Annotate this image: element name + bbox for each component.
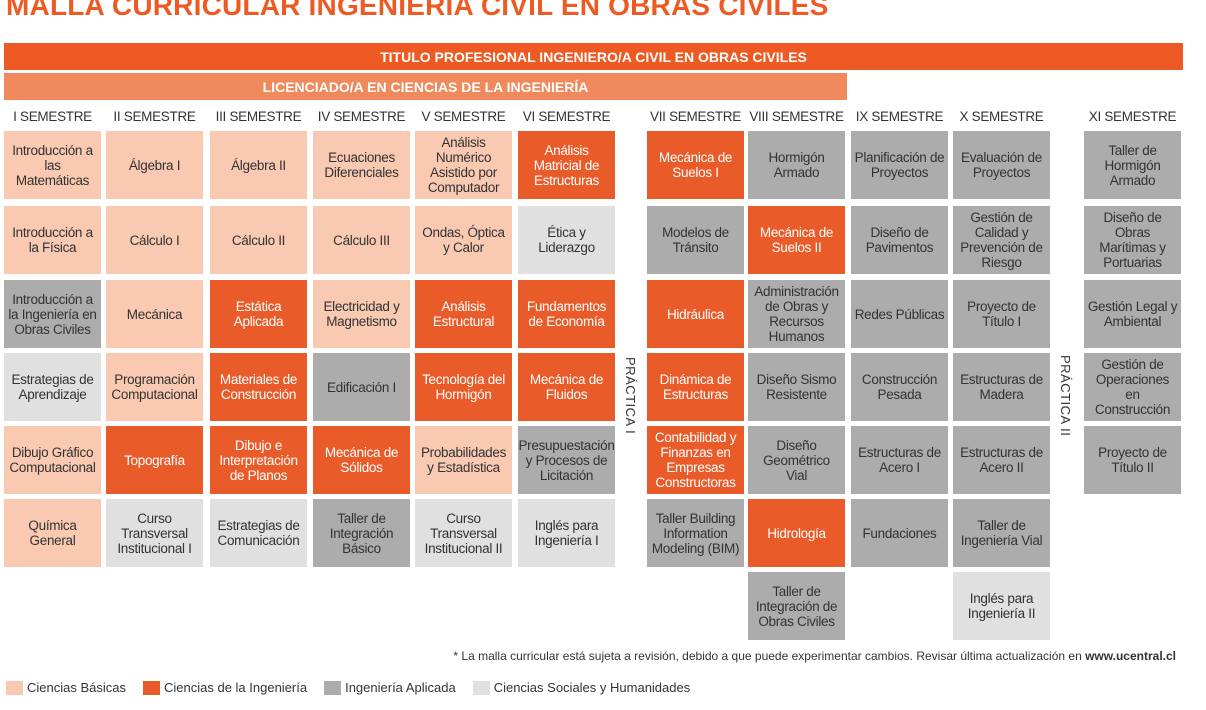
course-cell: Programación Computacional bbox=[106, 353, 203, 421]
licenciado-banner: LICENCIADO/A EN CIENCIAS DE LA INGENIERÍ… bbox=[4, 73, 847, 100]
course-cell: Fundaciones bbox=[851, 499, 948, 567]
course-cell: Estática Aplicada bbox=[210, 280, 307, 348]
course-cell: Fundamentos de Economía bbox=[518, 280, 615, 348]
course-cell: Gestión de Calidad y Prevención de Riesg… bbox=[953, 206, 1050, 274]
semester-header: V SEMESTRE bbox=[421, 108, 506, 124]
course-cell: Diseño Geométrico Vial bbox=[748, 426, 845, 494]
legend-swatch bbox=[143, 680, 160, 695]
course-cell: Estrategias de Aprendizaje bbox=[4, 353, 101, 421]
course-cell: Estructuras de Acero II bbox=[953, 426, 1050, 494]
course-cell: Cálculo I bbox=[106, 206, 203, 274]
course-cell: Dinámica de Estructuras bbox=[647, 353, 744, 421]
course-cell: Administración de Obras y Recursos Human… bbox=[748, 280, 845, 348]
course-cell: Introducción a la Ingeniería en Obras Ci… bbox=[4, 280, 101, 348]
legend-item-ingenieria-aplicada: Ingeniería Aplicada bbox=[324, 680, 456, 695]
legend-label: Ciencias de la Ingeniería bbox=[164, 680, 308, 695]
course-cell: Estructuras de Acero I bbox=[851, 426, 948, 494]
practica-2-label: PRÁCTICA II bbox=[1058, 355, 1073, 437]
course-cell: Cálculo II bbox=[210, 206, 307, 274]
course-cell: Probabilidades y Estadística bbox=[415, 426, 512, 494]
course-cell: Análisis Numérico Asistido por Computado… bbox=[415, 131, 512, 199]
page-title: MALLA CURRICULAR INGENIERÍA CIVIL EN OBR… bbox=[6, 0, 829, 21]
titulo-profesional-banner: TITULO PROFESIONAL INGENIERO/A CIVIL EN … bbox=[4, 43, 1183, 70]
legend-label: Ciencias Básicas bbox=[27, 680, 126, 695]
semester-header: I SEMESTRE bbox=[13, 108, 92, 124]
course-cell: Hidráulica bbox=[647, 280, 744, 348]
course-cell: Diseño de Obras Marítimas y Portuarias bbox=[1084, 206, 1181, 274]
semester-header: III SEMESTRE bbox=[215, 108, 302, 124]
course-cell: Álgebra I bbox=[106, 131, 203, 199]
course-cell: Estructuras de Madera bbox=[953, 353, 1050, 421]
course-cell: Introducción a la Física bbox=[4, 206, 101, 274]
course-cell: Modelos de Tránsito bbox=[647, 206, 744, 274]
course-cell: Cálculo III bbox=[313, 206, 410, 274]
course-cell: Mecánica de Sólidos bbox=[313, 426, 410, 494]
course-cell: Evaluación de Proyectos bbox=[953, 131, 1050, 199]
semester-header: XI SEMESTRE bbox=[1088, 108, 1177, 124]
course-cell: Contabilidad y Finanzas en Empresas Cons… bbox=[647, 426, 744, 494]
course-cell: Gestión de Operaciones en Construcción bbox=[1084, 353, 1181, 421]
course-cell: Estrategias de Comunicación bbox=[210, 499, 307, 567]
course-cell: Química General bbox=[4, 499, 101, 567]
semester-header: II SEMESTRE bbox=[113, 108, 196, 124]
legend-item-ciencias-sociales: Ciencias Sociales y Humanidades bbox=[472, 680, 691, 695]
course-cell: Construcción Pesada bbox=[851, 353, 948, 421]
course-cell: Inglés para Ingeniería I bbox=[518, 499, 615, 567]
legend-swatch bbox=[472, 680, 490, 695]
course-cell: Taller de Ingeniería Vial bbox=[953, 499, 1050, 567]
legend-swatch bbox=[6, 680, 23, 695]
course-cell: Mecánica de Fluidos bbox=[518, 353, 615, 421]
course-cell: Gestión Legal y Ambiental bbox=[1084, 280, 1181, 348]
legend-item-ciencias-basicas: Ciencias Básicas bbox=[6, 680, 126, 695]
course-cell: Álgebra II bbox=[210, 131, 307, 199]
course-cell: Taller de Integración Básico bbox=[313, 499, 410, 567]
course-cell: Electricidad y Magnetismo bbox=[313, 280, 410, 348]
course-cell: Topografía bbox=[106, 426, 203, 494]
semester-header: X SEMESTRE bbox=[959, 108, 1044, 124]
legend-swatch bbox=[324, 680, 342, 695]
course-cell: Análisis Estructural bbox=[415, 280, 512, 348]
semester-header: VIII SEMESTRE bbox=[749, 108, 844, 124]
course-cell: Hormigón Armado bbox=[748, 131, 845, 199]
course-cell: Análisis Matricial de Estructuras bbox=[518, 131, 615, 199]
legend-item-ciencias-ingenieria: Ciencias de la Ingeniería bbox=[143, 680, 307, 695]
course-cell: Redes Públicas bbox=[851, 280, 948, 348]
legend: Ciencias Básicas Ciencias de la Ingenier… bbox=[6, 680, 707, 695]
course-cell: Ondas, Óptica y Calor bbox=[415, 206, 512, 274]
course-cell: Planificación de Proyectos bbox=[851, 131, 948, 199]
semester-header: VI SEMESTRE bbox=[522, 108, 611, 124]
course-cell: Mecánica de Suelos I bbox=[647, 131, 744, 199]
course-cell: Materiales de Construcción bbox=[210, 353, 307, 421]
footnote-text: * La malla curricular está sujeta a revi… bbox=[453, 649, 1086, 663]
semester-header: VII SEMESTRE bbox=[650, 108, 741, 124]
course-cell: Mecánica bbox=[106, 280, 203, 348]
course-cell: Taller de Hormigón Armado bbox=[1084, 131, 1181, 199]
course-cell: Dibujo e Interpretación de Planos bbox=[210, 426, 307, 494]
course-cell: Curso Transversal Institucional II bbox=[415, 499, 512, 567]
course-cell: Proyecto de Título II bbox=[1084, 426, 1181, 494]
course-cell: Diseño Sismo Resistente bbox=[748, 353, 845, 421]
course-cell: Curso Transversal Institucional I bbox=[106, 499, 203, 567]
course-cell: Tecnología del Hormigón bbox=[415, 353, 512, 421]
course-cell: Taller Building Information Modeling (BI… bbox=[647, 499, 744, 567]
legend-label: Ingeniería Aplicada bbox=[345, 680, 456, 695]
practica-1-label: PRÁCTICA I bbox=[623, 357, 638, 435]
course-cell: Introducción a las Matemáticas bbox=[4, 131, 101, 199]
footnote: * La malla curricular está sujeta a revi… bbox=[453, 649, 1176, 663]
course-cell: Inglés para Ingeniería II bbox=[953, 572, 1050, 640]
course-cell: Diseño de Pavimentos bbox=[851, 206, 948, 274]
course-cell: Edificación I bbox=[313, 353, 410, 421]
course-cell: Proyecto de Título I bbox=[953, 280, 1050, 348]
course-cell: Hidrología bbox=[748, 499, 845, 567]
course-cell: Mecánica de Suelos II bbox=[748, 206, 845, 274]
semester-header: IV SEMESTRE bbox=[317, 108, 406, 124]
course-cell: Taller de Integración de Obras Civiles bbox=[748, 572, 845, 640]
course-cell: Ética y Liderazgo bbox=[518, 206, 615, 274]
course-cell: Dibujo Gráfico Computacional bbox=[4, 426, 101, 494]
course-cell: Ecuaciones Diferenciales bbox=[313, 131, 410, 199]
footnote-url[interactable]: www.ucentral.cl bbox=[1085, 649, 1176, 663]
legend-label: Ciencias Sociales y Humanidades bbox=[493, 680, 691, 695]
semester-header: IX SEMESTRE bbox=[855, 108, 944, 124]
course-cell: Presupuestación y Procesos de Licitación bbox=[518, 426, 615, 494]
